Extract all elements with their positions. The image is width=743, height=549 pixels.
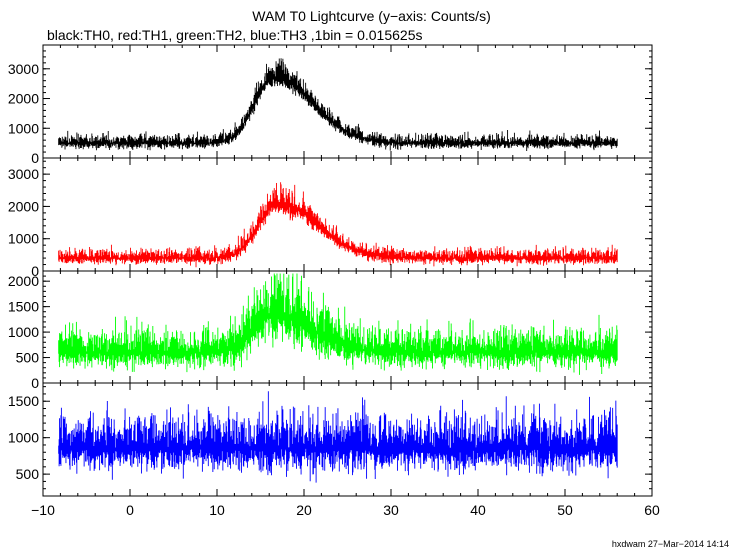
chart-title: WAM T0 Lightcurve (y−axis: Counts/s) <box>252 8 491 24</box>
y-tick-label: 1000 <box>8 231 39 247</box>
y-tick-label: 2000 <box>8 273 39 289</box>
series-TH3 <box>58 391 618 483</box>
x-tick-label: 0 <box>126 502 134 518</box>
y-tick-label: 2000 <box>8 198 39 214</box>
x-tick-label: 60 <box>644 502 660 518</box>
y-tick-label: 3000 <box>8 61 39 77</box>
x-tick-label: 20 <box>296 502 312 518</box>
y-tick-label: 1000 <box>8 324 39 340</box>
y-tick-label: 500 <box>16 466 40 482</box>
panel-frame-TH3 <box>42 382 653 497</box>
y-tick-label: 2000 <box>8 91 39 107</box>
y-tick-label: 0 <box>31 263 39 279</box>
x-tick-label: 50 <box>557 502 573 518</box>
y-tick-label: 1000 <box>8 120 39 136</box>
y-tick-label: 1500 <box>8 393 39 409</box>
series-TH0 <box>58 58 618 151</box>
x-tick-label: 40 <box>470 502 486 518</box>
footer-stamp: hxdwam 27−Mar−2014 14:14 <box>611 539 729 549</box>
y-tick-label: 1500 <box>8 299 39 315</box>
y-tick-label: 1000 <box>8 430 39 446</box>
y-tick-label: 0 <box>31 375 39 391</box>
chart-subtitle: black:TH0, red:TH1, green:TH2, blue:TH3 … <box>47 27 423 43</box>
series-TH2 <box>58 273 618 375</box>
y-tick-label: 0 <box>31 150 39 166</box>
x-tick-label: −10 <box>31 502 55 518</box>
x-tick-label: 10 <box>209 502 225 518</box>
y-tick-label: 500 <box>16 350 40 366</box>
x-tick-label: 30 <box>383 502 399 518</box>
y-tick-label: 3000 <box>8 166 39 182</box>
series-TH1 <box>58 182 618 268</box>
